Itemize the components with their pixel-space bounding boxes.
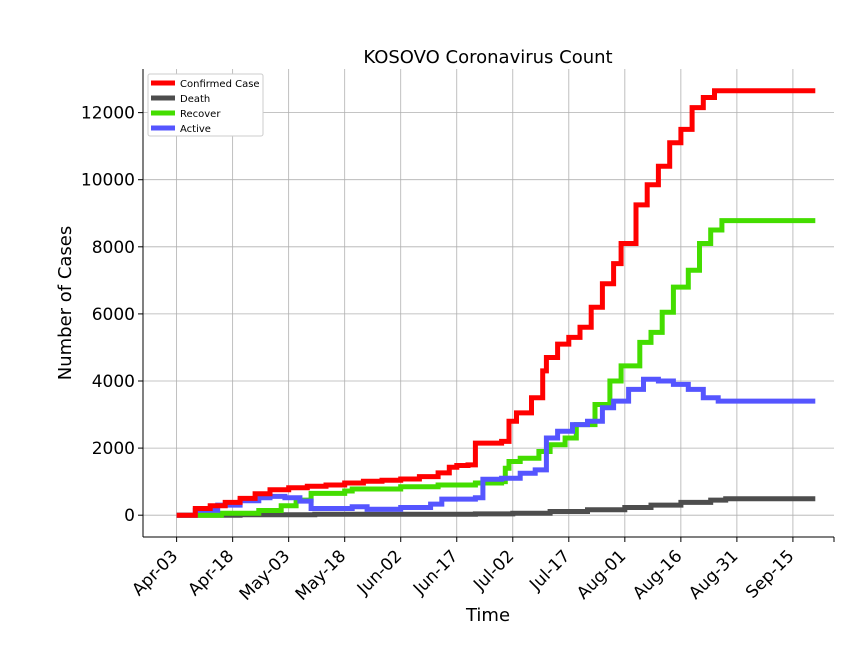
legend-label-active: Active	[180, 124, 211, 135]
x-tick-label: Aug-01	[573, 546, 630, 603]
x-axis-label: Time	[465, 605, 510, 626]
legend-box	[147, 73, 264, 137]
x-tick-label: Jul-02	[469, 546, 518, 595]
x-tick-label: Aug-16	[629, 546, 686, 603]
y-axis-label: Number of Cases	[55, 226, 76, 381]
chart-title: KOSOVO Coronavirus Count	[363, 47, 612, 68]
legend: Confirmed Case Death Recover Active	[147, 73, 264, 137]
series-line-death	[176, 496, 816, 518]
legend-label-death: Death	[180, 94, 210, 105]
x-tick-label: Apr-03	[128, 546, 182, 600]
y-tick-label: 0	[124, 506, 135, 526]
x-tick-label: May-03	[236, 546, 294, 604]
y-tick-label: 8000	[92, 238, 135, 258]
x-tick-label: Jun-02	[353, 546, 406, 599]
series-line-active	[176, 376, 816, 518]
series-lines	[176, 88, 816, 518]
x-tick-label: May-18	[292, 546, 350, 604]
x-tick-label: Jun-17	[409, 546, 462, 599]
y-tick-label: 4000	[92, 372, 135, 392]
x-tick-label: Sep-15	[742, 546, 798, 602]
y-tick-label: 10000	[81, 171, 135, 191]
y-tick-label: 2000	[92, 439, 135, 459]
x-tick-label: Jul-17	[525, 546, 574, 595]
legend-label-confirmed-case: Confirmed Case	[180, 79, 260, 90]
x-tick-label: Apr-18	[184, 546, 238, 600]
series-line-confirmed-case	[176, 88, 816, 518]
gridlines	[143, 69, 834, 537]
legend-label-recover: Recover	[180, 109, 221, 120]
y-tick-label: 6000	[92, 305, 135, 325]
x-tick-label: Aug-31	[685, 546, 742, 603]
y-tick-label: 12000	[81, 104, 135, 124]
series-line-recover	[176, 218, 816, 518]
